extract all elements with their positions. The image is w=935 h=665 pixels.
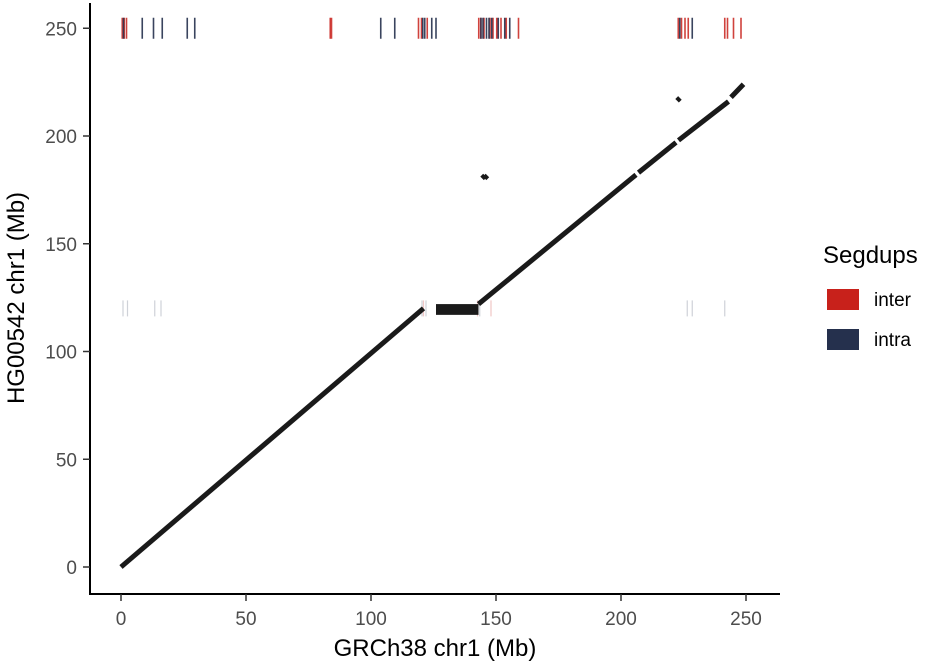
alignment-segment <box>729 82 746 99</box>
segdup-intra <box>488 17 490 39</box>
legend-swatch-intra <box>827 329 859 350</box>
segdup-intra <box>480 17 482 39</box>
alignment-segment <box>676 99 731 143</box>
segdup-inter <box>684 17 686 39</box>
segdup-inter <box>740 17 742 39</box>
alignment-segment <box>636 140 678 175</box>
segdup-intra <box>485 17 488 39</box>
x-axis-ticks: 0 50 100 150 200 250 <box>116 594 762 630</box>
segdup-intra <box>423 17 426 39</box>
segdup-inter <box>477 17 480 39</box>
segdup-intra <box>421 17 424 39</box>
x-tick-label: 50 <box>235 609 256 630</box>
segdup-intra <box>186 17 189 39</box>
alignment-dots <box>119 82 746 569</box>
segdup-intra <box>508 17 511 39</box>
legend: Segdups inter intra <box>823 242 918 351</box>
segdup-intra <box>503 17 506 39</box>
segdup-inter <box>121 17 124 39</box>
segdup-inter <box>500 17 502 39</box>
legend-swatch-inter <box>827 289 859 310</box>
segdup-intra <box>122 17 125 39</box>
segdup-lower-intra <box>691 300 693 317</box>
alignment-segment <box>119 306 426 569</box>
y-tick-label: 200 <box>45 127 77 148</box>
segdup-inter <box>495 17 498 39</box>
segdup-lower-intra <box>686 300 688 317</box>
x-tick-label: 200 <box>605 609 637 630</box>
segdup-inter <box>483 17 485 39</box>
y-tick-label: 100 <box>45 343 77 364</box>
segdup-inter <box>505 17 508 39</box>
segdup-inter <box>426 17 429 39</box>
y-axis-ticks: 0 50 100 150 200 250 <box>45 19 90 579</box>
y-tick-label: 50 <box>56 450 77 471</box>
x-tick-label: 250 <box>730 609 762 630</box>
segdup-inter <box>732 17 735 39</box>
legend-label-intra: intra <box>874 330 911 351</box>
segdup-intra <box>482 17 484 39</box>
segdup-intra <box>152 17 155 39</box>
segdup-intra <box>435 17 437 39</box>
segdup-intra <box>678 17 681 39</box>
segdup-inter <box>726 17 729 39</box>
y-tick-label: 0 <box>66 558 77 579</box>
segdup-lower-track <box>122 300 726 317</box>
segdup-inter <box>330 17 333 39</box>
segdup-intra <box>141 17 144 39</box>
segdup-intra <box>393 17 396 39</box>
y-axis-title: HG00542 chr1 (Mb) <box>3 192 30 404</box>
segdup-intra <box>430 17 433 39</box>
inversion-block <box>436 304 479 315</box>
segdup-inter <box>417 17 420 39</box>
segdup-inter <box>420 17 423 39</box>
segdup-intra <box>379 17 382 39</box>
segdup-intra <box>161 17 164 39</box>
segdup-lower-intra <box>126 300 129 317</box>
segdup-intra <box>193 17 196 39</box>
segdup-lower-intra <box>724 300 726 317</box>
y-tick-label: 250 <box>45 19 77 40</box>
legend-title: Segdups <box>823 242 918 269</box>
segdup-inter <box>677 17 680 39</box>
segdup-lower-intra <box>122 300 124 317</box>
x-tick-label: 150 <box>480 609 512 630</box>
segdup-inter <box>329 17 332 39</box>
segdup-intra <box>490 17 493 39</box>
segdup-inter <box>687 17 690 39</box>
segdup-inter <box>492 17 494 39</box>
segdup-inter <box>723 17 726 39</box>
segdup-intra <box>691 17 694 39</box>
x-tick-label: 0 <box>116 609 127 630</box>
segdup-inter <box>489 17 491 39</box>
segdup-intra <box>497 17 500 39</box>
segdup-lower-intra <box>154 300 156 317</box>
y-tick-label: 150 <box>45 235 77 256</box>
segdup-lower-inter <box>490 300 492 317</box>
segdup-lower-intra <box>160 300 162 317</box>
alignment-point <box>675 96 682 103</box>
alignment-segment <box>476 172 638 307</box>
segdup-inter <box>125 17 128 39</box>
segdup-inter <box>517 17 520 39</box>
segdup-track <box>121 17 742 39</box>
x-tick-label: 100 <box>355 609 387 630</box>
segdup-inter <box>680 17 683 39</box>
segdup-lower-intra <box>425 300 427 317</box>
alignment-point <box>482 173 490 181</box>
legend-label-inter: inter <box>874 290 912 311</box>
x-axis-title: GRCh38 chr1 (Mb) <box>334 635 537 662</box>
segdup-lower-intra <box>479 300 481 317</box>
